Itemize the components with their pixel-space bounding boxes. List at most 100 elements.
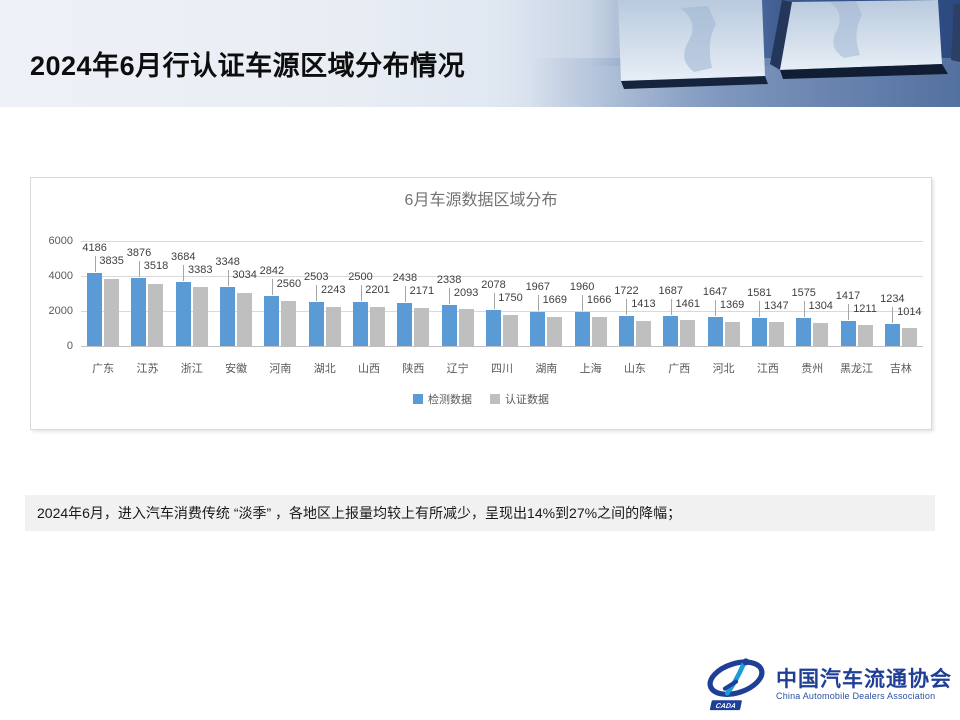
- page-title: 2024年6月行认证车源区域分布情况: [30, 51, 466, 81]
- bar-认证数据[interactable]: [813, 323, 829, 346]
- category-label: 广西: [668, 363, 691, 375]
- bar-认证数据[interactable]: [414, 308, 430, 346]
- note-bar: 2024年6月，进入汽车消费传统 “淡季” ，各地区上报量均较上有所减少，呈现出…: [25, 495, 935, 531]
- data-label-检测数据: 4186: [82, 241, 107, 254]
- data-label-leader-line: [803, 301, 805, 318]
- bar-认证数据[interactable]: [281, 301, 297, 346]
- bar-检测数据[interactable]: [751, 318, 767, 346]
- gridline: [81, 241, 923, 242]
- data-label-leader-line: [404, 286, 406, 303]
- bar-认证数据[interactable]: [192, 286, 208, 346]
- bar-检测数据[interactable]: [707, 317, 723, 346]
- bar-认证数据[interactable]: [237, 292, 253, 346]
- data-label-leader-line: [360, 285, 362, 302]
- bar-认证数据[interactable]: [370, 307, 386, 346]
- data-label-认证数据: 1347: [764, 300, 789, 313]
- data-label-认证数据: 2560: [276, 278, 302, 291]
- data-label-leader-line: [316, 285, 318, 302]
- legend-label: 认证数据: [505, 394, 549, 406]
- bar-认证数据[interactable]: [901, 328, 917, 346]
- category-label: 山东: [623, 363, 646, 375]
- bar-检测数据[interactable]: [131, 278, 147, 346]
- bar-认证数据[interactable]: [547, 316, 563, 346]
- category-label: 湖北: [313, 363, 336, 375]
- data-label-leader-line: [271, 279, 273, 296]
- bar-认证数据[interactable]: [458, 309, 474, 346]
- legend-swatch: [490, 394, 500, 404]
- bar-检测数据[interactable]: [441, 305, 457, 346]
- bar-检测数据[interactable]: [397, 303, 413, 346]
- bar-检测数据[interactable]: [486, 309, 501, 346]
- bar-认证数据[interactable]: [104, 278, 120, 346]
- chart-card: 6月车源数据区域分布 检测数据 认证数据 0 2000 4000 6000 4186 383…: [30, 177, 932, 430]
- category-label: 辽宁: [446, 363, 469, 375]
- data-label-认证数据: 3034: [232, 269, 257, 282]
- bar-检测数据[interactable]: [530, 311, 546, 346]
- bar-检测数据[interactable]: [308, 302, 324, 346]
- data-label-认证数据: 1461: [675, 298, 700, 311]
- bar-认证数据[interactable]: [325, 306, 341, 346]
- data-label-认证数据: 2243: [320, 284, 346, 297]
- category-label: 河北: [712, 363, 735, 375]
- data-label-检测数据: 1722: [614, 284, 639, 297]
- legend-item-认证数据[interactable]: 认证数据: [490, 391, 549, 407]
- bar-认证数据[interactable]: [768, 322, 784, 346]
- category-label: 贵州: [801, 363, 824, 375]
- bar-检测数据[interactable]: [796, 318, 812, 346]
- bar-认证数据[interactable]: [857, 324, 873, 346]
- data-label-认证数据: 1211: [853, 303, 877, 316]
- data-label-检测数据: 1647: [702, 286, 728, 299]
- data-label-认证数据: 3518: [143, 260, 169, 273]
- bar-检测数据[interactable]: [840, 321, 856, 346]
- data-label-检测数据: 1234: [880, 293, 905, 306]
- bar-检测数据[interactable]: [87, 272, 103, 346]
- data-label-leader-line: [449, 288, 451, 305]
- bar-检测数据[interactable]: [663, 316, 679, 346]
- data-label-检测数据: 1575: [791, 287, 816, 300]
- cada-logo-icon: CADA: [707, 658, 765, 711]
- bar-认证数据[interactable]: [148, 284, 164, 346]
- bar-检测数据[interactable]: [884, 324, 900, 346]
- bar-检测数据[interactable]: [175, 281, 191, 346]
- data-label-leader-line: [582, 294, 584, 311]
- data-label-检测数据: 2078: [481, 278, 506, 291]
- bar-认证数据[interactable]: [724, 322, 740, 346]
- data-label-检测数据: 3876: [126, 247, 152, 260]
- data-label-leader-line: [715, 300, 717, 317]
- y-tick-label: 6000: [48, 235, 73, 247]
- cubes-decoration-image: [530, 0, 960, 107]
- note-text: 2024年6月，进入汽车消费传统 “淡季” ，各地区上报量均较上有所减少，呈现出…: [37, 505, 682, 521]
- data-label-检测数据: 3348: [215, 256, 240, 269]
- bar-认证数据[interactable]: [635, 321, 651, 346]
- bar-认证数据[interactable]: [680, 320, 696, 346]
- data-label-检测数据: 2338: [436, 274, 462, 287]
- bar-检测数据[interactable]: [618, 315, 634, 346]
- legend-item-检测数据[interactable]: 检测数据: [413, 391, 472, 407]
- data-label-检测数据: 1960: [569, 280, 595, 293]
- data-label-leader-line: [138, 261, 140, 278]
- bar-检测数据[interactable]: [220, 287, 236, 346]
- data-label-认证数据: 1304: [808, 300, 833, 313]
- data-label-认证数据: 3835: [99, 254, 124, 267]
- bar-检测数据[interactable]: [353, 302, 369, 346]
- legend-swatch: [413, 394, 423, 404]
- bar-检测数据[interactable]: [574, 311, 590, 346]
- category-label: 四川: [490, 363, 513, 375]
- data-label-leader-line: [227, 270, 229, 287]
- data-label-leader-line: [759, 301, 761, 318]
- category-label: 黑龙江: [840, 363, 874, 375]
- data-label-leader-line: [626, 298, 628, 315]
- bar-检测数据[interactable]: [264, 296, 280, 346]
- category-label: 浙江: [180, 363, 203, 375]
- bar-认证数据[interactable]: [591, 316, 607, 346]
- data-label-认证数据: 1666: [586, 293, 612, 306]
- data-label-leader-line: [183, 264, 185, 281]
- data-label-检测数据: 1967: [525, 280, 551, 293]
- data-label-认证数据: 2093: [453, 287, 479, 300]
- data-label-检测数据: 2500: [348, 271, 373, 284]
- data-label-认证数据: 1014: [897, 306, 922, 319]
- data-label-leader-line: [892, 307, 894, 324]
- bar-认证数据[interactable]: [503, 315, 518, 346]
- org-name-en: China Automobile Dealers Association: [776, 690, 936, 701]
- gridline: [81, 276, 923, 277]
